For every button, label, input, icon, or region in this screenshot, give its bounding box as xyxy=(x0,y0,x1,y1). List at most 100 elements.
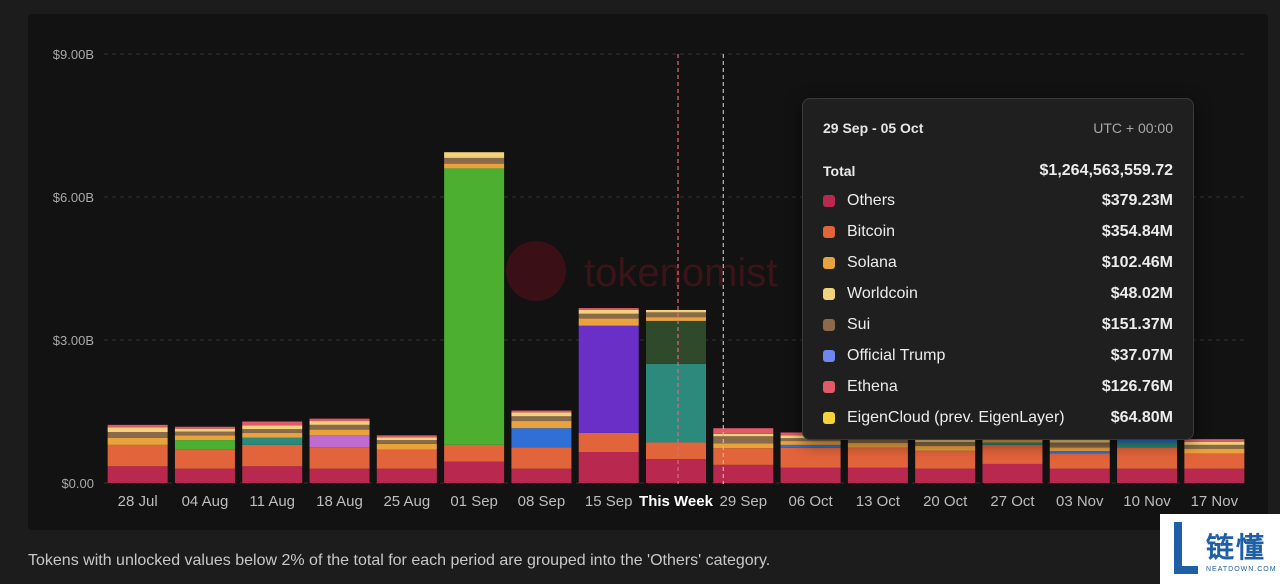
bar-stack xyxy=(1184,439,1245,483)
bar-stack xyxy=(309,418,370,483)
bar-segment xyxy=(578,308,639,310)
x-tick-label: 06 Oct xyxy=(788,493,833,510)
watermark-text: tokenomist xyxy=(584,251,777,295)
tooltip-item-name: Sui xyxy=(847,315,871,333)
bar-segment xyxy=(309,429,370,436)
legend-swatch xyxy=(823,318,835,331)
bar-segment xyxy=(242,444,303,467)
bar-segment xyxy=(982,444,1043,464)
bar-stack xyxy=(444,152,505,483)
x-tick-label: 04 Aug xyxy=(182,493,229,510)
tooltip-item: Bitcoin $354.84M xyxy=(823,216,1173,247)
bar-segment xyxy=(780,444,841,448)
tooltip-item-name: Ethena xyxy=(847,377,898,395)
bar-segment xyxy=(174,431,235,436)
bar-segment xyxy=(578,318,639,326)
bar-segment xyxy=(646,312,706,318)
tooltip-item-value: $37.07M xyxy=(1110,346,1173,364)
bar-segment xyxy=(511,447,572,469)
bar-segment xyxy=(646,363,706,443)
bar-stack xyxy=(107,424,168,483)
bar-segment xyxy=(242,425,303,430)
tooltip-item-value: $102.46M xyxy=(1101,253,1173,271)
bar-stack xyxy=(915,434,976,483)
bar-segment xyxy=(444,461,505,483)
bar-segment xyxy=(780,441,841,445)
x-tick-label: 27 Oct xyxy=(990,493,1035,510)
x-tick-label: 11 Aug xyxy=(249,493,295,510)
tooltip-item-name: Bitcoin xyxy=(847,222,896,240)
bar-segment xyxy=(646,459,706,483)
x-tick-label: 18 Aug xyxy=(316,493,363,510)
bar-segment xyxy=(646,317,706,321)
bar-segment xyxy=(174,426,235,429)
x-tick-label: 28 Jul xyxy=(118,493,158,510)
tooltip-range: 29 Sep - 05 Oct xyxy=(823,120,924,136)
badge-cn: 链懂 xyxy=(1206,531,1267,563)
bar-segment xyxy=(1184,442,1245,445)
tooltip-total: Total $1,264,563,559.72 xyxy=(823,157,1173,185)
bar-segment xyxy=(1049,442,1110,448)
bar-segment xyxy=(847,447,908,468)
bar-segment xyxy=(376,468,437,483)
legend-swatch xyxy=(823,256,835,269)
bar-segment xyxy=(444,168,505,445)
tooltip: 29 Sep - 05 Oct UTC + 00:00 Total $1,264… xyxy=(802,98,1194,440)
x-tick-label: 15 Sep xyxy=(585,493,633,510)
bar-segment xyxy=(1049,453,1110,469)
tooltip-item-value: $64.80M xyxy=(1110,408,1173,426)
bar-segment xyxy=(511,428,572,448)
bar-segment xyxy=(915,468,976,483)
watermark-circle xyxy=(506,241,566,301)
bar-stack xyxy=(646,309,706,483)
x-tick-label: 01 Sep xyxy=(450,493,498,510)
badge-en: NEATDOWN.COM xyxy=(1206,565,1277,573)
bar-segment xyxy=(578,432,639,453)
bar-segment xyxy=(174,440,235,450)
bar-segment xyxy=(646,309,706,313)
tooltip-total-value: $1,264,563,559.72 xyxy=(1039,162,1173,179)
chart-panel: tokenomist $0.00 $3.00B $6.00B $9.00B 28 Jul 0… xyxy=(28,14,1268,530)
tooltip-total-label: Total xyxy=(823,163,856,179)
bar-segment xyxy=(242,421,303,426)
footnote: Tokens with unlocked values below 2% of … xyxy=(28,552,771,569)
bar-segment xyxy=(713,448,774,465)
unlock-bar-chart[interactable]: tokenomist $0.00 $3.00B $6.00B $9.00B 28 Jul 0… xyxy=(28,14,1268,530)
y-tick-label: $3.00B xyxy=(53,333,94,348)
bar-segment xyxy=(107,466,168,483)
tooltip-item: Others $379.23M xyxy=(823,185,1173,216)
bar-segment xyxy=(780,447,841,468)
bar-segment xyxy=(1184,444,1245,449)
bar-segment xyxy=(242,432,303,438)
logo-icon xyxy=(1170,520,1198,578)
bar-segment xyxy=(511,468,572,483)
bar-segment xyxy=(242,429,303,433)
bar-segment xyxy=(309,435,370,448)
bar-segment xyxy=(376,443,437,450)
tooltip-item-value: $379.23M xyxy=(1101,191,1173,209)
legend-swatch xyxy=(823,287,835,300)
x-tick-label: 20 Oct xyxy=(923,493,968,510)
neatdown-badge: 链懂 NEATDOWN.COM xyxy=(1160,514,1280,584)
bar-segment xyxy=(1184,439,1245,443)
legend-swatch xyxy=(823,411,835,424)
bar-segment xyxy=(713,428,774,434)
tooltip-item-name: Others xyxy=(847,191,896,209)
bar-segment xyxy=(713,443,774,449)
bar-segment xyxy=(107,437,168,445)
bar-segment xyxy=(1117,447,1178,469)
bar-segment xyxy=(309,424,370,430)
bar-segment xyxy=(242,437,303,445)
tooltip-items: Others $379.23M Bitcoin $354.84M Solana $102.… xyxy=(823,185,1173,433)
bar-segment xyxy=(1184,448,1245,454)
legend-swatch xyxy=(823,349,835,362)
x-tick-label: 25 Aug xyxy=(383,493,430,510)
bar-segment xyxy=(847,467,908,483)
bar-segment xyxy=(713,436,774,444)
bar-segment xyxy=(915,450,976,469)
x-tick-label: 29 Sep xyxy=(720,493,768,510)
bar-segment xyxy=(780,467,841,483)
watermark-logo: tokenomist xyxy=(506,241,777,301)
bar-stack xyxy=(578,308,639,483)
tooltip-item-name: EigenCloud (prev. EigenLayer) xyxy=(847,408,1065,426)
